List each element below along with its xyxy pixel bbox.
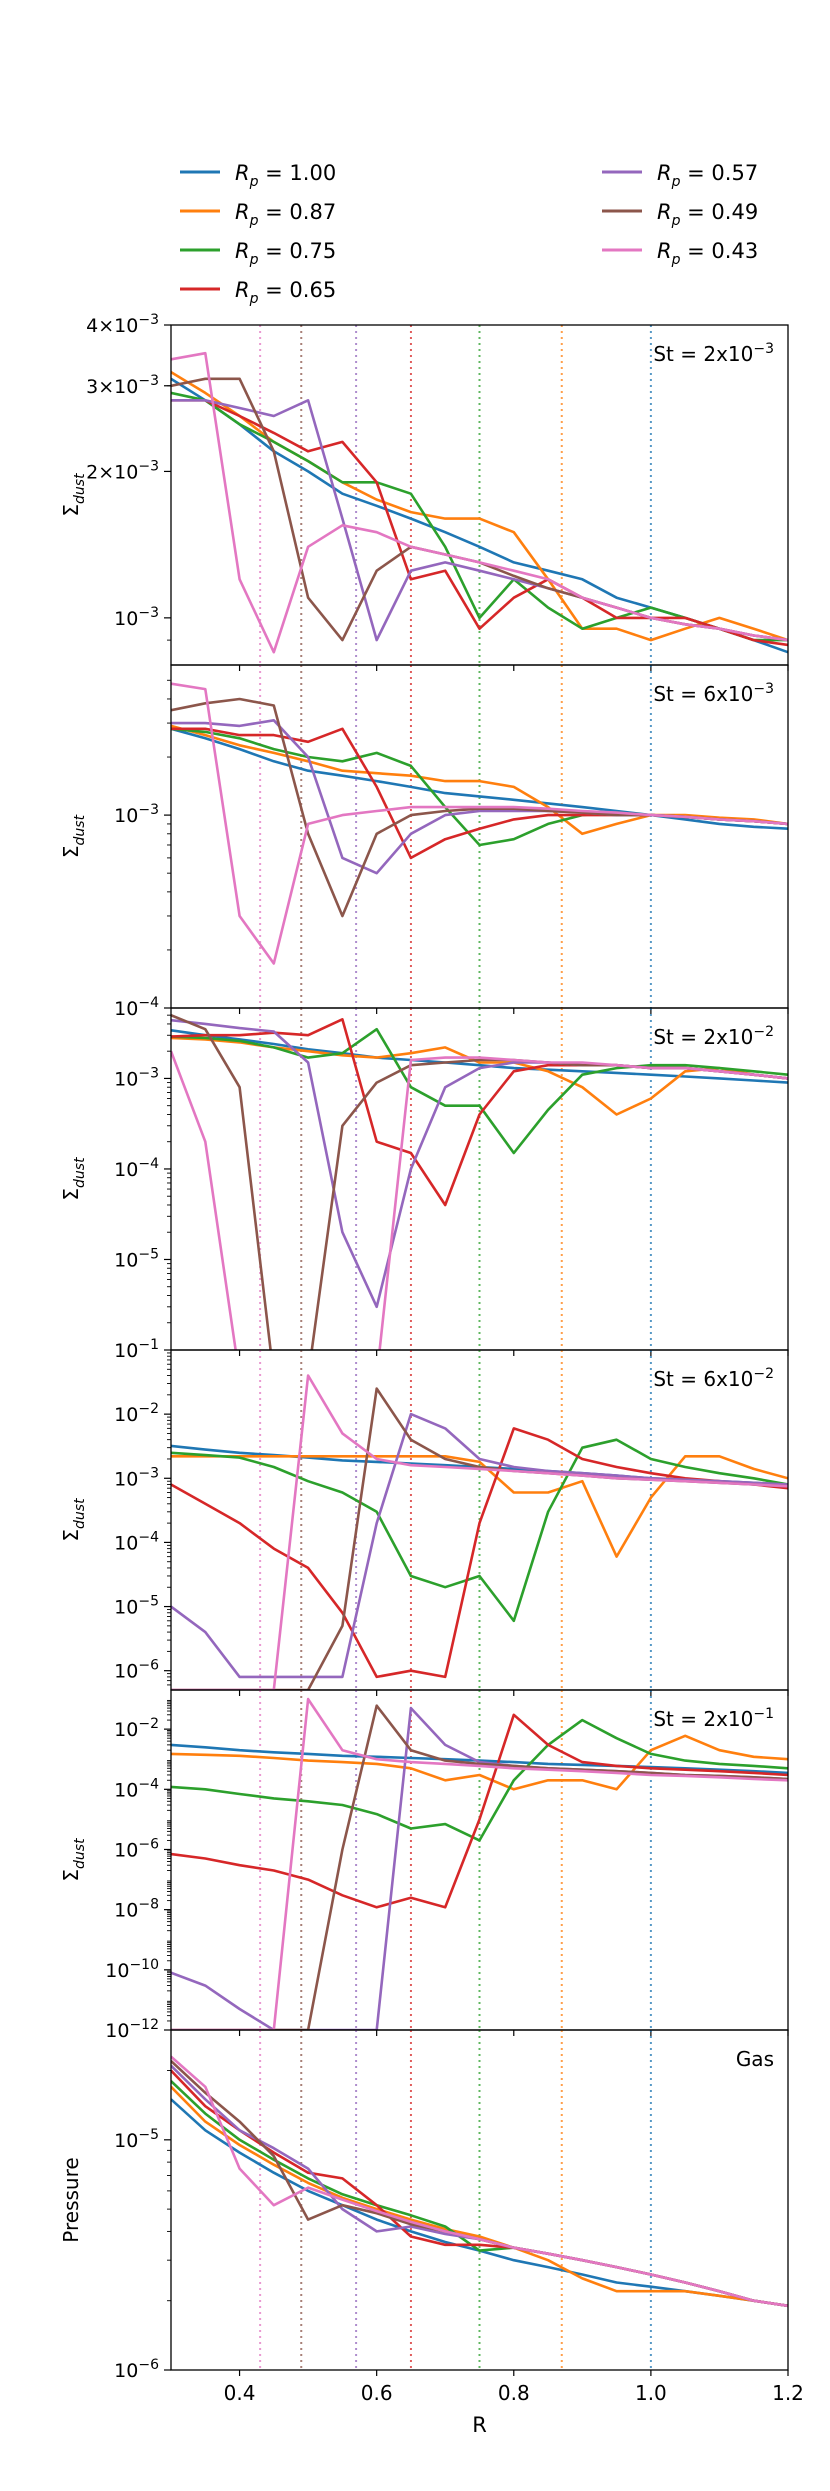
y-tick-label: 10−3 [114,1465,159,1490]
legend-label: Rp = 0.57 [657,161,758,190]
series-line [171,1374,788,1690]
series-group [171,351,788,654]
series-group [171,2055,788,2308]
legend-entry: Rp = 0.65 [180,278,336,307]
series-line [171,1438,788,1623]
y-tick-label: 10−6 [114,1658,159,1683]
y-axis-label: Σdust [59,1498,88,1542]
y-tick-label: 10−2 [114,1401,159,1426]
y-tick-label: 10−10 [105,1957,159,1982]
panel-frame [170,664,789,1009]
y-tick-label: 10−2 [114,1716,159,1741]
y-tick-label: 10−5 [114,1246,159,1271]
legend-label: Rp = 0.49 [657,200,758,229]
series-line [171,1718,788,1842]
y-tick-label: 3×10−3 [86,373,159,398]
series-line [171,1734,788,1791]
y-tick-label: 10−3 [114,802,159,827]
legend-entry: Rp = 0.57 [602,161,758,190]
series-line [171,1029,788,1084]
series-line [171,2098,788,2308]
legend-label: Rp = 0.87 [235,200,336,229]
series-line [171,1455,788,1558]
series-group [171,1013,788,1350]
legend-entry: Rp = 1.00 [180,161,336,190]
x-axis-label: R [472,2413,487,2437]
y-axis-label: Σdust [59,814,88,858]
panel-annotation: St = 2x10−1 [653,1706,774,1731]
series-line [171,724,788,836]
series-line [171,377,788,654]
x-tick-label: 1.2 [772,2381,804,2405]
series-line [171,399,788,647]
series-line [171,1697,788,2030]
legend-entry: Rp = 0.87 [180,200,336,229]
legend-label: Rp = 0.43 [657,239,758,268]
y-tick-label: 2×10−3 [86,458,159,483]
legend-label: Rp = 0.75 [235,239,336,268]
panel-annotation: St = 2x10−2 [653,1024,774,1049]
panel: 10−4 10−3 Σdust St = 6x10−3 [59,664,789,1020]
y-tick-label: 10−4 [114,1776,159,1801]
panel: 10−6 10−5 10−4 10−3 10−2 10−1 Σdust St = 6x10−2 [59,1337,789,1696]
y-tick-label: 10−3 [114,1065,159,1090]
y-tick-label: 10−5 [114,2127,159,2152]
legend-entry: Rp = 0.49 [602,200,758,229]
x-tick-label: 0.8 [498,2381,530,2405]
y-tick-label: 10−12 [105,2017,159,2042]
panel: 10−12 10−10 10−8 10−6 10−4 10−2 Σdust St = 2x10… [59,1689,789,2042]
panel-annotation: St = 6x10−3 [653,681,774,706]
series-line [171,1427,788,1679]
y-tick-label: 10−4 [114,1156,159,1181]
series-line [171,1412,788,1679]
x-tick-label: 0.4 [224,2381,256,2405]
legend-entry: Rp = 0.75 [180,239,336,268]
series-group [171,1374,788,1690]
legend-label: Rp = 1.00 [235,161,336,190]
series-line [171,1743,788,1775]
panel-annotation: St = 2x10−3 [653,341,774,366]
series-group [171,1697,788,2030]
x-tick-label: 0.6 [361,2381,393,2405]
series-line [171,1027,788,1155]
series-line [171,2064,788,2308]
series-line [171,351,788,654]
y-axis-label: Σdust [59,1838,88,1882]
y-tick-label: 10−4 [114,995,159,1020]
panel-frame [170,2029,789,2371]
legend-label: Rp = 0.65 [235,278,336,307]
series-line [171,377,788,642]
y-tick-label: 10−3 [114,605,159,630]
x-tick-label: 1.0 [635,2381,667,2405]
y-axis-label: Σdust [59,1157,88,1201]
series-line [171,727,788,830]
series-line [171,1713,788,1909]
y-axis-label: Pressure [59,2157,83,2242]
y-axis-label: Σdust [59,473,88,517]
y-tick-label: 10−6 [114,1836,159,1861]
legend: Rp = 1.00 Rp = 0.87 Rp = 0.75 Rp = 0.65 Rp =… [180,161,758,307]
y-tick-label: 10−6 [114,2357,159,2382]
series-group [171,682,788,965]
y-tick-label: 10−5 [114,1594,159,1619]
series-line [171,1050,788,1350]
panel: 10−6 10−5 Pressure Gas [59,2029,789,2382]
series-line [171,2055,788,2308]
series-line [171,682,788,965]
panel-annotation: St = 6x10−2 [653,1366,774,1391]
y-tick-label: 10−4 [114,1529,159,1554]
series-line [171,727,788,860]
y-tick-label: 10−1 [114,1337,159,1362]
panel: 10−3 2×10−3 3×10−3 4×10−3 Σdust St = 2x10−3 [59,312,789,671]
y-tick-label: 4×10−3 [86,312,159,337]
x-axis: 0.4 0.6 0.8 1.0 1.2 R [224,2381,804,2437]
panel-annotation: Gas [736,2047,774,2071]
panel: 10−5 10−4 10−3 Σdust St = 2x10−2 [59,1007,789,1356]
legend-entry: Rp = 0.43 [602,239,758,268]
series-line [171,2085,788,2308]
y-tick-label: 10−8 [114,1897,159,1922]
